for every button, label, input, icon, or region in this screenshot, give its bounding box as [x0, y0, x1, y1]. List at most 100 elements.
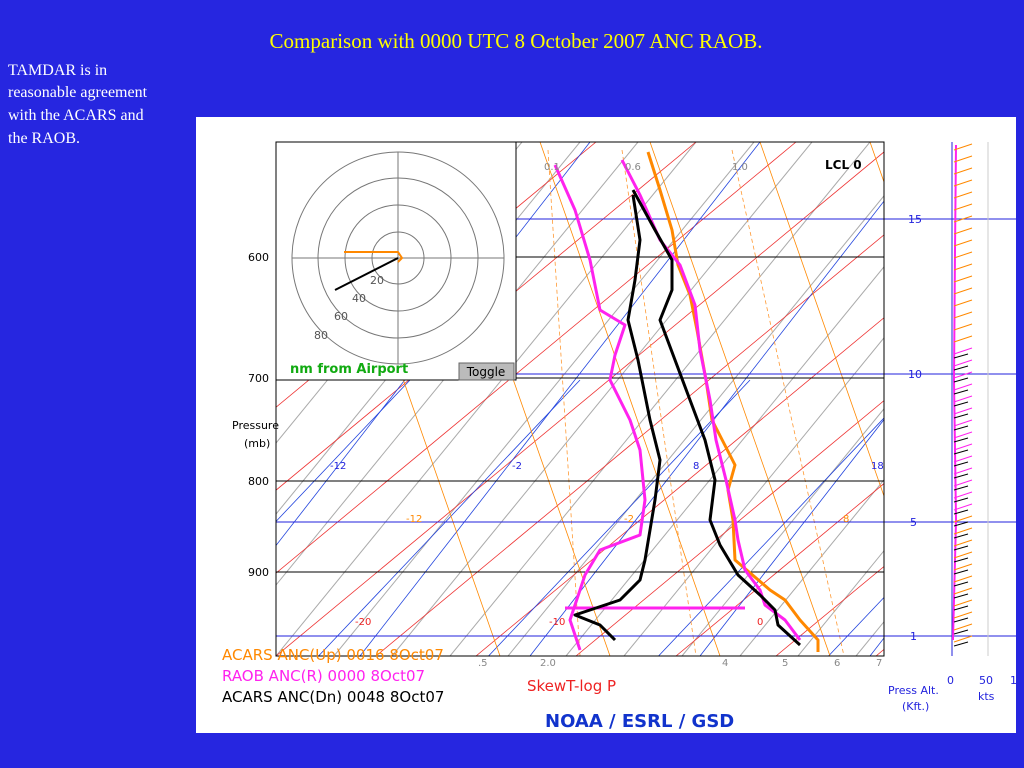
- grid-line: [953, 635, 973, 643]
- raob-dew: [553, 164, 647, 651]
- grid-line: [276, 151, 884, 656]
- temp-label: -12: [330, 461, 346, 472]
- grid-line: [953, 467, 973, 475]
- grid-line: [953, 191, 973, 199]
- altitude-label: 15: [908, 213, 922, 226]
- grid-line: [391, 142, 813, 656]
- temp-label: -2: [624, 514, 634, 525]
- acars-dn-temp: [631, 189, 802, 647]
- inset-caption: nm from Airport: [290, 362, 408, 377]
- grid-line: [953, 251, 973, 259]
- body-line: reasonable agreement: [8, 84, 148, 101]
- grid-line: [953, 629, 969, 635]
- grid-line: [953, 275, 973, 283]
- grid-line: [953, 371, 973, 379]
- grid-line: [953, 401, 969, 407]
- inset: 20 40 60 80 nm from Airport Toggle: [275, 141, 517, 381]
- grid-line: [276, 142, 697, 491]
- plot-frame: [275, 141, 885, 657]
- mixing-label: .5: [478, 658, 488, 669]
- grid-line: [953, 617, 969, 623]
- mixing-label: 6: [834, 658, 840, 669]
- grid-line: [953, 563, 973, 571]
- body-text: TAMDAR is in reasonable agreement with t…: [8, 62, 148, 147]
- grid-line: [953, 491, 973, 499]
- grid-line: [953, 425, 969, 431]
- grid-line: [953, 503, 973, 511]
- wind-label: 50: [979, 674, 993, 687]
- grid-line: [953, 437, 969, 443]
- wind-strip: [951, 142, 989, 656]
- altitude-title: Press Alt.: [888, 684, 939, 697]
- toggle-label[interactable]: Toggle: [466, 365, 506, 379]
- altitude-title: (Kft.): [902, 700, 929, 713]
- grid-line: [953, 407, 973, 415]
- grid-line: [539, 142, 721, 656]
- grid-line: [953, 419, 973, 427]
- grid-line: [475, 317, 884, 656]
- slide-title: Comparison with 0000 UTC 8 October 2007 …: [270, 29, 763, 53]
- grid-line: [953, 179, 973, 187]
- grid-line: [699, 418, 884, 656]
- grid-line: [953, 227, 973, 235]
- grid-line: [797, 549, 884, 656]
- grid-line: [675, 483, 884, 656]
- grid-line: [317, 379, 581, 656]
- credit: NOAA / ESRL / GSD: [545, 711, 734, 732]
- body-line: TAMDAR is in: [8, 62, 107, 79]
- grid-line: [953, 641, 969, 647]
- grid-line: [953, 485, 969, 491]
- grid-line: [649, 142, 831, 656]
- grid-line: [276, 379, 411, 523]
- grid-line: [953, 377, 969, 383]
- inset-frame: [275, 141, 517, 381]
- grid-line: [739, 478, 884, 656]
- grid-line: [953, 299, 973, 307]
- acars-up-temp: [646, 151, 820, 652]
- grid-line: [953, 167, 973, 175]
- temp-label: 8: [843, 514, 849, 525]
- grid-line: [375, 234, 884, 656]
- grid-line: [333, 142, 755, 656]
- grid-line: [953, 587, 973, 595]
- grid-line: [953, 359, 973, 367]
- legend-entry: ACARS ANC(Dn) 0048 8Oct07: [222, 688, 444, 706]
- grid-line: [953, 581, 969, 587]
- grid-line: [276, 142, 639, 586]
- altitude-axis: 15 10 5 1 Press Alt. (Kft.) 0 50 1 kts: [888, 213, 1017, 713]
- grid-line: [953, 479, 973, 487]
- line-labels: 0.1 0.6 1.0 .5 2.0 4 5 6 7 -12 -2 8 18 -…: [330, 162, 884, 669]
- grid-line: [731, 149, 845, 656]
- pressure-label: 800: [248, 475, 269, 488]
- wind-label: 0: [947, 674, 954, 687]
- grid-line: [953, 311, 973, 319]
- grid-line: [449, 142, 871, 656]
- temp-label: -20: [355, 617, 371, 628]
- temp-label: 0: [757, 617, 763, 628]
- ring-label: 20: [370, 274, 384, 287]
- grid-line: [953, 143, 973, 151]
- mixing-label: 0.1: [544, 162, 560, 173]
- toggle-button[interactable]: [458, 362, 515, 381]
- pressure-label: 900: [248, 566, 269, 579]
- acars-dn-dew: [573, 194, 662, 642]
- grid-line: [953, 239, 973, 247]
- ring-label: 80: [314, 329, 328, 342]
- grid-line: [565, 266, 884, 656]
- temp-label: -12: [406, 514, 422, 525]
- grid-line: [953, 533, 969, 539]
- grid-line: [953, 557, 969, 563]
- pressure-label: 600: [248, 251, 269, 264]
- grid-line: [953, 395, 973, 403]
- altitude-label: 10: [908, 368, 922, 381]
- grid-line: [953, 497, 969, 503]
- grid-line: [575, 400, 884, 656]
- grid-line: [657, 417, 884, 656]
- legend: ACARS ANC(Up) 0016 8Oct07 RAOB ANC(R) 00…: [222, 646, 444, 706]
- grid-line: [953, 449, 969, 455]
- grid-line: [953, 539, 973, 547]
- grid-line: [953, 611, 973, 619]
- grid-line: [507, 195, 884, 656]
